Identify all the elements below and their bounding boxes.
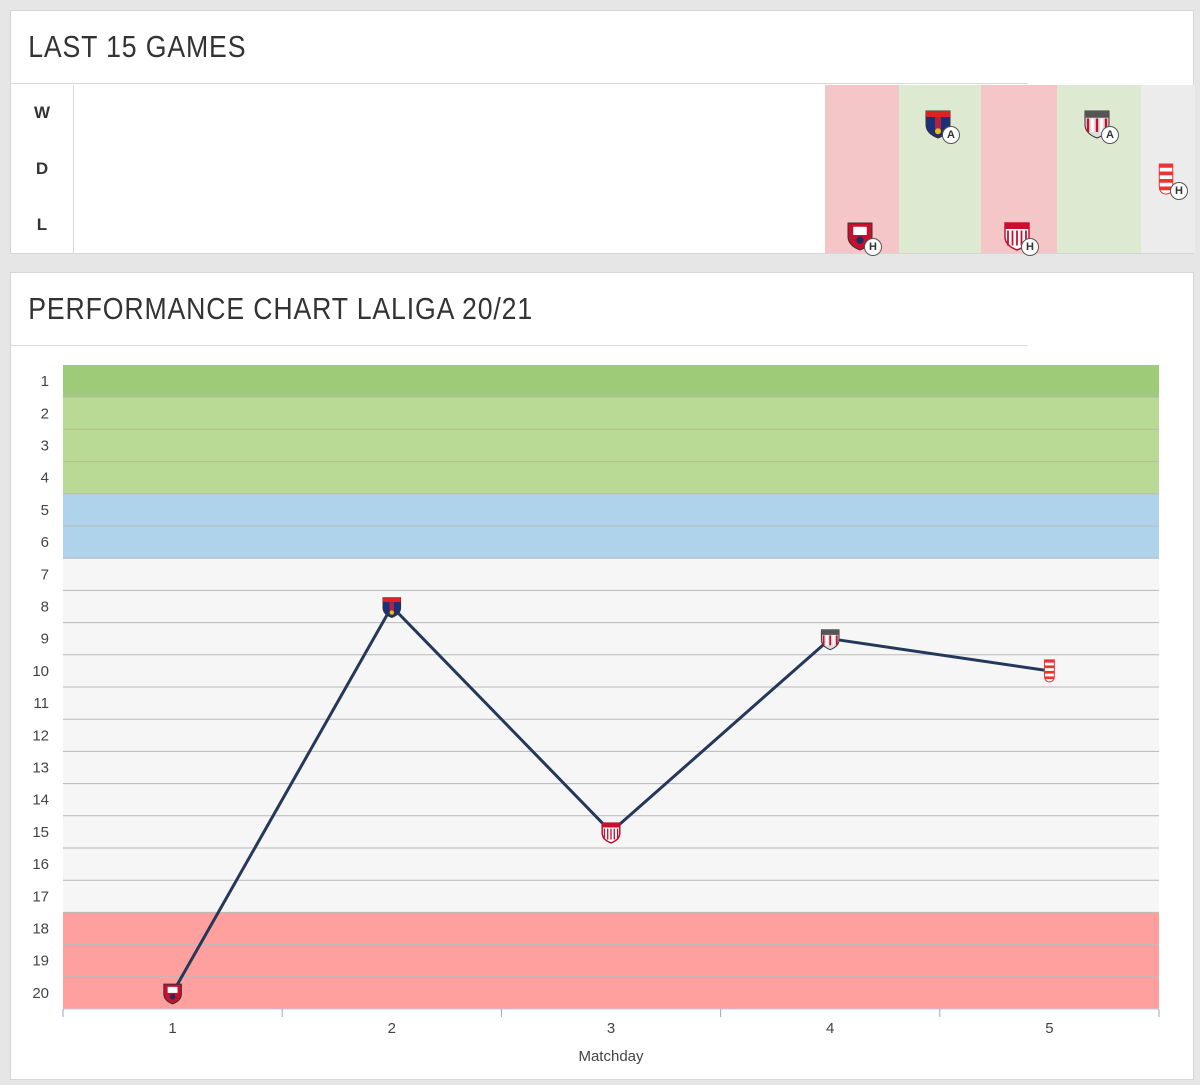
row-label-win: W [33, 103, 51, 122]
y-tick-label: 2 [41, 405, 49, 422]
row-label-loss: L [36, 215, 48, 234]
y-tick-label: 6 [41, 534, 49, 551]
y-tick-label: 12 [32, 727, 49, 744]
game-column: H [825, 85, 899, 256]
form-grid: W D L H A H A H [11, 85, 1195, 256]
venue-badge: A [1101, 126, 1119, 144]
athletic-bilbao-crest-icon[interactable] [820, 629, 840, 651]
table-zone [63, 365, 1159, 398]
form-row-labels: W D L [11, 85, 74, 253]
y-tick-label: 11 [33, 695, 49, 712]
venue-badge: H [864, 238, 882, 256]
x-axis-label: Matchday [578, 1048, 644, 1065]
row-label-draw: D [35, 159, 49, 178]
y-tick-label: 9 [41, 631, 49, 648]
y-tick-label: 7 [41, 566, 49, 583]
y-tick-label: 3 [41, 438, 49, 455]
game-column: A [899, 85, 981, 253]
x-tick-label: 5 [1045, 1020, 1053, 1037]
game-column: H [1141, 85, 1195, 253]
y-tick-label: 15 [32, 824, 49, 841]
y-tick-label: 8 [41, 599, 49, 616]
y-tick-label: 14 [32, 792, 49, 809]
game-column: A [1057, 85, 1141, 253]
y-tick-label: 1 [41, 373, 49, 390]
huesca-crest-icon[interactable] [382, 597, 402, 619]
table-zone [63, 397, 1159, 494]
x-tick-label: 3 [607, 1020, 615, 1037]
y-tick-label: 17 [32, 888, 49, 905]
last-games-title: LAST 15 GAMES [11, 11, 1028, 84]
venue-badge: H [1170, 182, 1188, 200]
venue-badge: A [942, 126, 960, 144]
venue-badge: H [1021, 238, 1039, 256]
x-tick-label: 2 [388, 1020, 396, 1037]
granada-crest-icon[interactable] [1146, 159, 1186, 199]
y-tick-label: 19 [32, 953, 49, 970]
y-tick-label: 16 [32, 856, 49, 873]
y-tick-label: 13 [32, 760, 49, 777]
y-tick-label: 10 [32, 663, 49, 680]
y-tick-label: 4 [41, 470, 49, 487]
performance-title: PERFORMANCE CHART LALIGA 20/21 [11, 273, 1028, 346]
y-tick-label: 5 [41, 502, 49, 519]
x-tick-label: 1 [168, 1020, 176, 1037]
last-games-panel: LAST 15 GAMES W D L H A H A H [10, 10, 1195, 256]
y-tick-label: 18 [32, 921, 49, 938]
x-tick-label: 4 [826, 1020, 834, 1037]
granada-crest-icon[interactable] [1043, 659, 1055, 683]
table-zone [63, 558, 1159, 913]
sevilla-crest-icon[interactable] [601, 822, 621, 844]
game-column: H [981, 85, 1057, 256]
osasuna-crest-icon[interactable] [163, 983, 182, 1005]
table-zone [63, 912, 1159, 1009]
y-tick-label: 20 [32, 985, 49, 1002]
